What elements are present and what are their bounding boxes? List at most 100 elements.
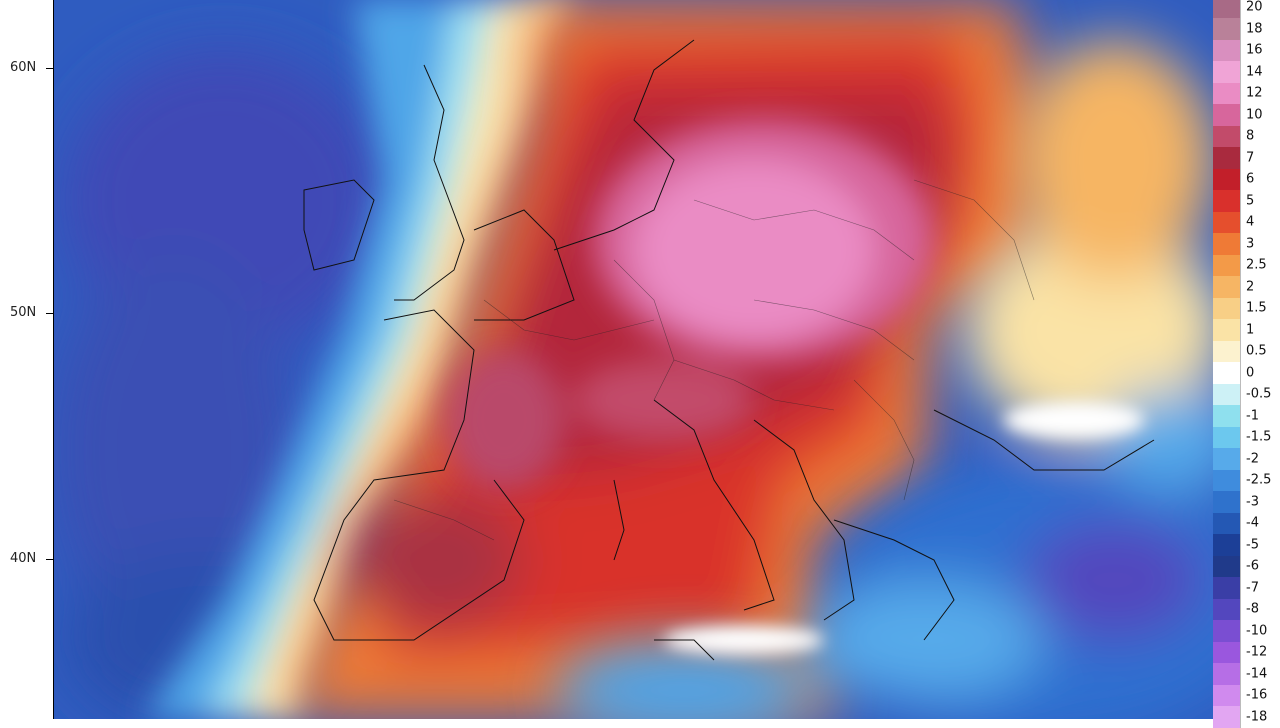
legend-entry: 20 — [1213, 0, 1280, 18]
legend-label: 4 — [1246, 214, 1255, 230]
legend-swatch — [1213, 448, 1241, 470]
legend-entry: 14 — [1213, 61, 1280, 83]
legend-entry: -0.5 — [1213, 383, 1280, 405]
latitude-label-40n: 40N — [10, 551, 37, 566]
legend-label: -0.5 — [1246, 386, 1272, 402]
legend-swatch — [1213, 147, 1241, 169]
legend-entry: -12 — [1213, 641, 1280, 663]
legend-swatch — [1213, 39, 1241, 61]
legend-swatch — [1213, 534, 1241, 556]
legend-entry: 3 — [1213, 233, 1280, 255]
legend-swatch — [1213, 319, 1241, 341]
legend-label: -14 — [1246, 666, 1268, 682]
legend-entry: 16 — [1213, 39, 1280, 61]
legend-entry: -3 — [1213, 491, 1280, 513]
legend-entry: -10 — [1213, 620, 1280, 642]
legend-swatch — [1213, 276, 1241, 298]
latitude-label-50n: 50N — [10, 305, 37, 320]
latitude-tick-40n — [46, 559, 53, 560]
legend-label: 7 — [1246, 150, 1255, 166]
legend-entry: -18 — [1213, 706, 1280, 728]
legend-label: 1.5 — [1246, 300, 1267, 316]
legend-swatch — [1213, 405, 1241, 427]
legend-label: 5 — [1246, 193, 1255, 209]
legend-label: -2 — [1246, 451, 1259, 467]
legend-entry: 0.5 — [1213, 340, 1280, 362]
temperature-anomaly-field — [54, 0, 1214, 719]
legend-swatch — [1213, 362, 1241, 384]
legend-entry: 2 — [1213, 276, 1280, 298]
legend-label: 10 — [1246, 107, 1263, 123]
legend-entry: -14 — [1213, 663, 1280, 685]
legend-label: 3 — [1246, 236, 1255, 252]
legend-entry: 7 — [1213, 147, 1280, 169]
legend-swatch — [1213, 620, 1241, 642]
legend-label: 20 — [1246, 0, 1263, 15]
legend-label: 1 — [1246, 322, 1255, 338]
legend-swatch — [1213, 706, 1241, 728]
legend-entry: 5 — [1213, 190, 1280, 212]
legend-swatch — [1213, 254, 1241, 276]
legend-entry: -1 — [1213, 405, 1280, 427]
legend-swatch — [1213, 598, 1241, 620]
legend-entry: 1 — [1213, 319, 1280, 341]
legend-entry: -8 — [1213, 598, 1280, 620]
legend-swatch — [1213, 641, 1241, 663]
legend-entry: -4 — [1213, 512, 1280, 534]
legend-label: 14 — [1246, 64, 1263, 80]
legend-entry: -2.5 — [1213, 469, 1280, 491]
anomaly-map — [53, 0, 1214, 719]
legend-swatch — [1213, 0, 1241, 18]
legend-label: -5 — [1246, 537, 1259, 553]
legend-label: 8 — [1246, 128, 1255, 144]
legend-entry: 12 — [1213, 82, 1280, 104]
legend-label: 18 — [1246, 21, 1263, 37]
legend-label: -3 — [1246, 494, 1259, 510]
legend-swatch — [1213, 104, 1241, 126]
legend-label: 12 — [1246, 85, 1263, 101]
legend-label: -8 — [1246, 601, 1259, 617]
legend-entry: 8 — [1213, 125, 1280, 147]
legend-swatch — [1213, 125, 1241, 147]
legend-label: -18 — [1246, 709, 1268, 725]
legend-label: -12 — [1246, 644, 1268, 660]
legend-entry: -16 — [1213, 684, 1280, 706]
latitude-label-60n: 60N — [10, 60, 37, 75]
legend-entry: 6 — [1213, 168, 1280, 190]
legend-label: -2.5 — [1246, 472, 1272, 488]
legend-label: 0.5 — [1246, 343, 1267, 359]
legend-label: 2 — [1246, 279, 1255, 295]
eastern-cool-zone — [554, 40, 1214, 719]
legend-swatch — [1213, 684, 1241, 706]
legend-label: -1.5 — [1246, 429, 1272, 445]
legend-label: -7 — [1246, 580, 1259, 596]
legend-entry: -1.5 — [1213, 426, 1280, 448]
legend-swatch — [1213, 491, 1241, 513]
legend-swatch — [1213, 663, 1241, 685]
legend-entry: -7 — [1213, 577, 1280, 599]
legend-swatch — [1213, 383, 1241, 405]
latitude-tick-60n — [46, 68, 53, 69]
legend-swatch — [1213, 469, 1241, 491]
legend-swatch — [1213, 577, 1241, 599]
legend-swatch — [1213, 18, 1241, 40]
legend-label: 16 — [1246, 42, 1263, 58]
legend-label: -10 — [1246, 623, 1268, 639]
legend-entry: -2 — [1213, 448, 1280, 470]
legend-entry: -6 — [1213, 555, 1280, 577]
country-borders — [393, 179, 1035, 541]
legend-entry: 2.5 — [1213, 254, 1280, 276]
legend-swatch — [1213, 340, 1241, 362]
legend-entry: 4 — [1213, 211, 1280, 233]
pink-core — [444, 120, 934, 490]
legend-label: 6 — [1246, 171, 1255, 187]
legend-swatch — [1213, 426, 1241, 448]
legend-swatch — [1213, 233, 1241, 255]
legend-swatch — [1213, 190, 1241, 212]
legend-swatch — [1213, 82, 1241, 104]
legend-label: -4 — [1246, 515, 1259, 531]
legend-swatch — [1213, 61, 1241, 83]
legend-entry: 1.5 — [1213, 297, 1280, 319]
legend-swatch — [1213, 555, 1241, 577]
legend-label: -1 — [1246, 408, 1259, 424]
